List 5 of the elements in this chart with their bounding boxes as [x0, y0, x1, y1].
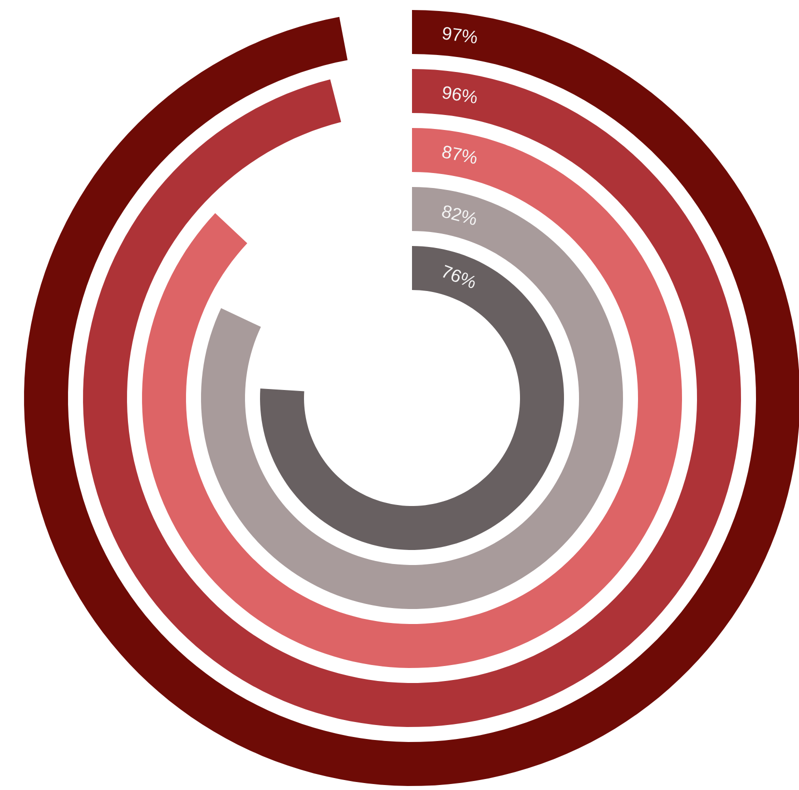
- data-label: 82%: [442, 205, 476, 225]
- data-label: 97%: [442, 27, 477, 44]
- data-label: 96%: [442, 86, 477, 104]
- data-label: 87%: [442, 146, 476, 164]
- data-label: 76%: [442, 264, 475, 288]
